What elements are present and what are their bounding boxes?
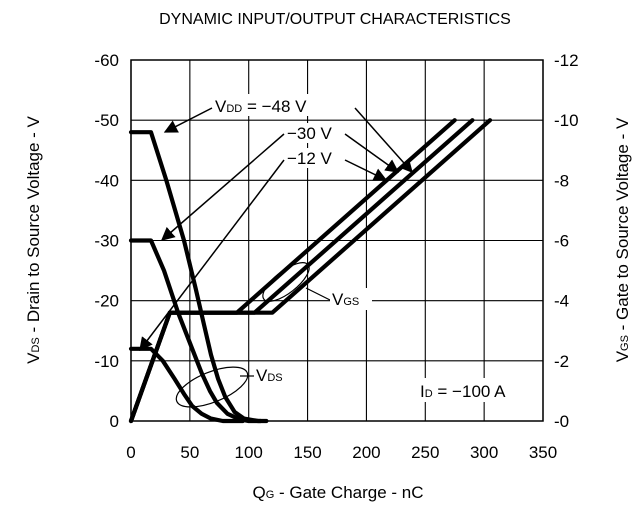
x-tick-label: 0 [126, 443, 135, 462]
y-right-tick-labels: -0 -2 -4 -6 -8 -10 -12 [554, 51, 579, 431]
x-tick-label: 350 [529, 443, 557, 462]
y-left-axis-label-rest: - Drain to Source Voltage - V [24, 115, 43, 337]
y-right-tick-label: -2 [554, 352, 569, 371]
series-group [128, 118, 493, 424]
vdd-12-arrow-vds [139, 159, 285, 352]
y-left-tick-label: -50 [94, 111, 119, 130]
y-right-axis-label: VGS - Gate to Source Voltage - V [613, 117, 632, 362]
vds-label: VDS [256, 366, 283, 385]
x-tick-label: 100 [235, 443, 263, 462]
vdd-30-arrow-vds [160, 133, 285, 241]
vds-label-bg [254, 364, 302, 386]
x-axis-label: QG - Gate Charge - nC [252, 483, 423, 502]
id-label: ID = −100 A [420, 382, 506, 401]
x-axis-label-sub: G [266, 489, 275, 501]
vdd-30-label: −30 V [287, 124, 333, 143]
y-right-tick-label: -0 [554, 412, 569, 431]
vgs-ellipse [262, 262, 310, 302]
vdd-30-arrow-vgs [344, 133, 400, 173]
y-left-tick-label: -10 [94, 352, 119, 371]
y-right-tick-label: -10 [554, 111, 579, 130]
y-right-tick-label: -8 [554, 171, 569, 190]
id-label-bg [414, 378, 538, 402]
x-tick-labels: 0 50 100 150 200 250 300 350 [126, 443, 557, 462]
y-left-tick-label: -20 [94, 292, 119, 311]
y-right-tick-label: -12 [554, 51, 579, 70]
x-axis-label-rest: - Gate Charge - nC [274, 483, 423, 502]
x-axis-label-main: Q [252, 483, 265, 502]
y-left-tick-label: -40 [94, 171, 119, 190]
y-left-tick-label: 0 [110, 412, 119, 431]
x-tick-label: 200 [352, 443, 380, 462]
y-right-axis-label-rest: - Gate to Source Voltage - V [613, 117, 632, 335]
y-left-tick-label: -60 [94, 51, 119, 70]
y-right-axis-label-sub: GS [619, 335, 631, 351]
y-left-axis-label-main: V [24, 352, 43, 364]
vgs-leader [305, 287, 331, 301]
vdd-48-arrow-vds [163, 107, 213, 133]
series-line-vgs-5 [128, 118, 493, 424]
vdd-12-label-bg [284, 148, 350, 168]
vdd-48-arrow-vgs [354, 107, 413, 174]
vgs-label: VGS [332, 290, 359, 309]
y-left-axis-label: VDS - Drain to Source Voltage - V [24, 115, 43, 363]
y-right-axis-label-main: V [613, 350, 632, 362]
x-tick-label: 50 [180, 443, 199, 462]
y-right-tick-label: -4 [554, 292, 569, 311]
x-tick-label: 250 [411, 443, 439, 462]
vdd-30-label-bg [284, 123, 350, 143]
vdd-48-label: VDD = −48 V [215, 97, 307, 116]
vds-annotation: VDS [175, 364, 302, 408]
vds-ellipse [175, 366, 249, 408]
vdd-annotation: VDD = −48 V −30 V −12 V [139, 94, 413, 352]
y-right-tick-label: -6 [554, 232, 569, 251]
series-line-vds-1 [128, 238, 263, 424]
vdd-12-label: −12 V [287, 149, 333, 168]
series-line-vds-0 [128, 130, 269, 424]
vdd-12-arrow-vgs [344, 159, 388, 181]
x-tick-label: 150 [293, 443, 321, 462]
chart-title: DYNAMIC INPUT/OUTPUT CHARACTERISTICS [159, 11, 511, 28]
y-left-tick-label: -30 [94, 232, 119, 251]
vgs-annotation: VGS [262, 262, 372, 310]
vdd-48-label-bg [210, 94, 360, 116]
y-left-axis-label-sub: DS [30, 337, 42, 352]
x-tick-label: 300 [470, 443, 498, 462]
y-left-tick-labels: 0 -10 -20 -30 -40 -50 -60 [94, 51, 119, 431]
vgs-label-bg [330, 288, 372, 310]
